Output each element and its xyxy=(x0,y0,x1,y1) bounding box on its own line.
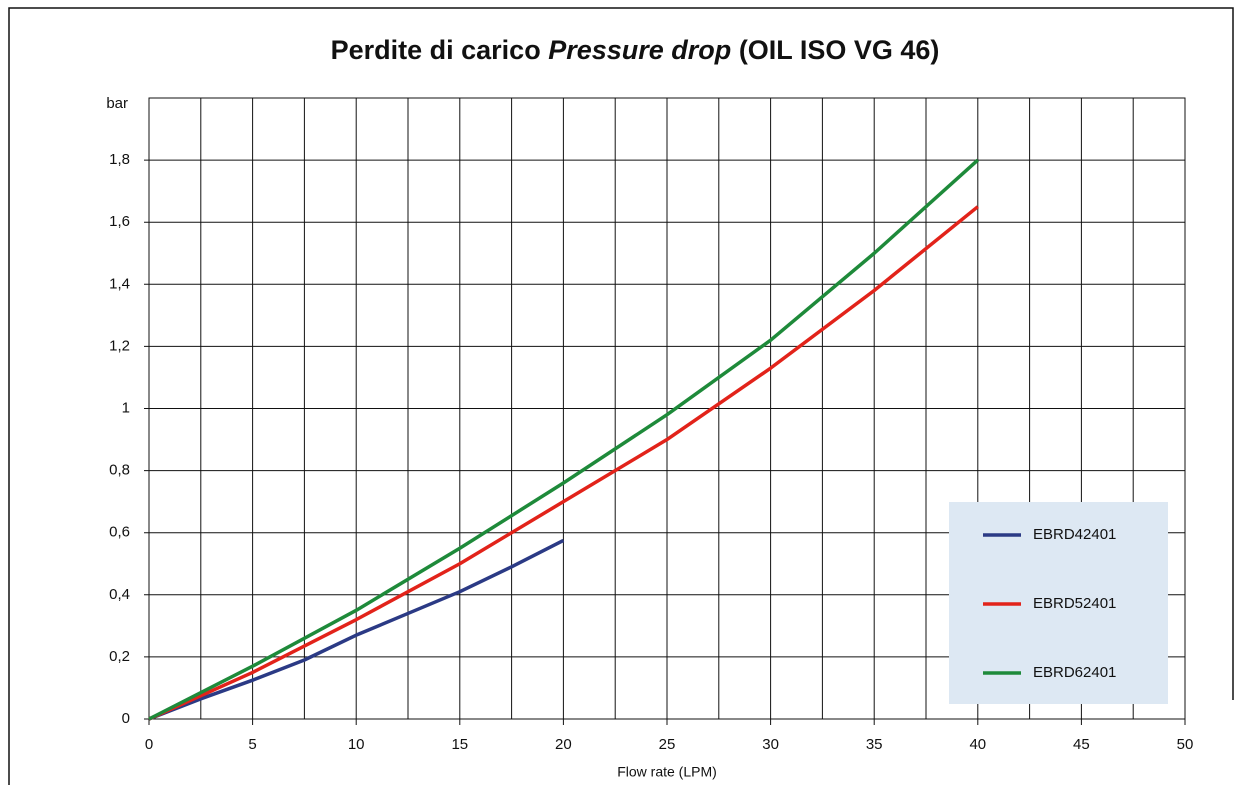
x-tick-label: 30 xyxy=(762,736,779,753)
y-tick-label: 0,6 xyxy=(109,524,130,541)
series-line xyxy=(148,158,979,721)
legend-label: EBRD62401 xyxy=(1033,664,1116,681)
series-line xyxy=(148,205,979,721)
x-tick-label: 45 xyxy=(1073,736,1090,753)
legend-label: EBRD52401 xyxy=(1033,595,1116,612)
y-tick-label: 1 xyxy=(122,399,130,416)
x-tick-label: 5 xyxy=(248,736,256,753)
title-main: Perdite di carico xyxy=(331,35,541,65)
x-tick-label: 20 xyxy=(555,736,572,753)
series-line xyxy=(148,538,565,721)
x-tick-label: 25 xyxy=(659,736,676,753)
x-tick-label: 10 xyxy=(348,736,365,753)
y-tick-label: 1,2 xyxy=(109,337,130,354)
frame xyxy=(8,7,1234,785)
legend-label: EBRD42401 xyxy=(1033,526,1116,543)
y-tick-label: 1,6 xyxy=(109,213,130,230)
y-axis-label: bar xyxy=(106,95,128,112)
chart-title: Perdite di carico Pressure drop (OIL ISO… xyxy=(331,35,940,65)
y-tick-label: 0,2 xyxy=(109,648,130,665)
y-tick-label: 1,8 xyxy=(109,151,130,168)
x-tick-label: 0 xyxy=(145,736,153,753)
y-tick-label: 0,4 xyxy=(109,586,130,603)
x-tick-label: 15 xyxy=(451,736,468,753)
title-suffix: (OIL ISO VG 46) xyxy=(739,35,940,65)
y-tick-label: 1,4 xyxy=(109,275,130,292)
y-tick-label: 0,8 xyxy=(109,462,130,479)
y-tick-label: 0 xyxy=(122,710,130,727)
x-axis-label: Flow rate (LPM) xyxy=(617,764,717,780)
x-tick-label: 50 xyxy=(1177,736,1194,753)
x-tick-label: 40 xyxy=(969,736,986,753)
x-tick-label: 35 xyxy=(866,736,883,753)
title-italic: Pressure drop xyxy=(548,35,731,65)
